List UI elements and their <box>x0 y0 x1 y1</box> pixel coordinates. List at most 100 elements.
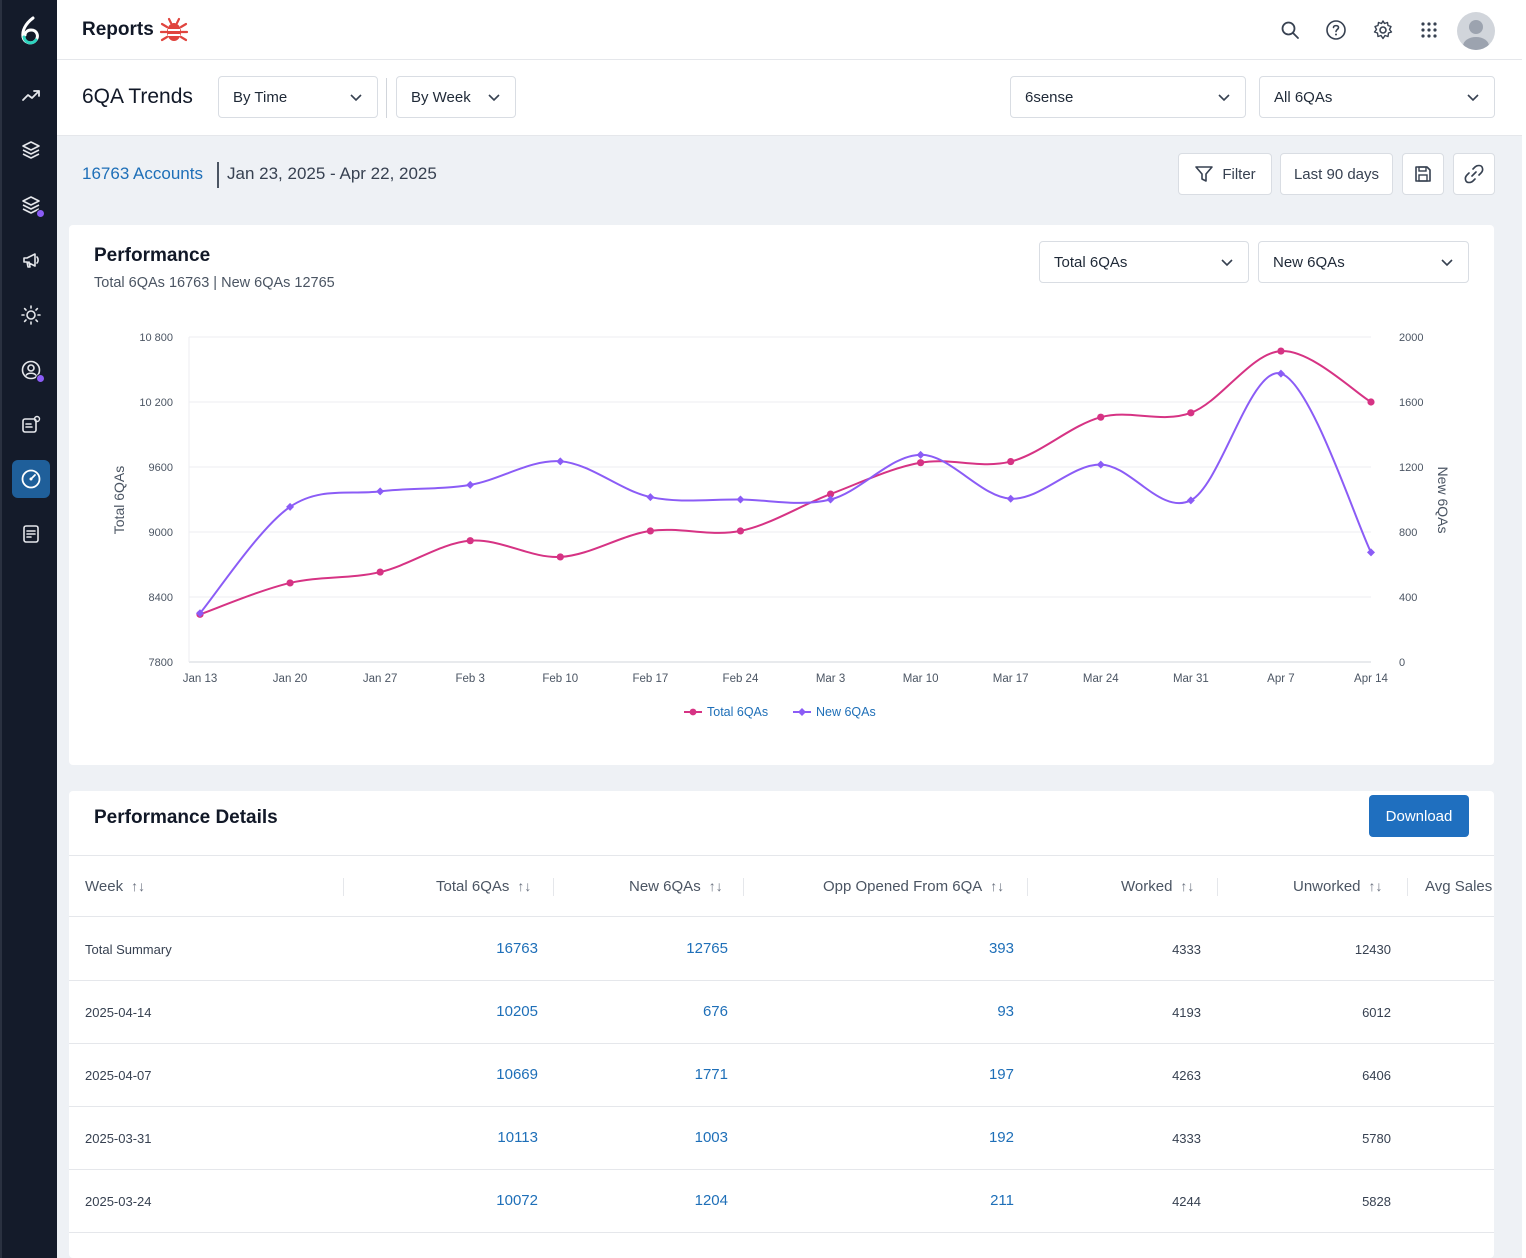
6sense-logo[interactable] <box>12 14 48 50</box>
account-select[interactable]: 6sense <box>1010 76 1246 118</box>
new-6qas-point <box>556 457 565 466</box>
new-6qas-point <box>646 493 655 502</box>
table-header: Week ↑↓ Total 6QAs ↑↓ New 6QAs ↑↓ Opp Opene… <box>69 855 1494 917</box>
cell-opp[interactable]: 393 <box>988 940 1014 957</box>
divider <box>1027 878 1028 896</box>
cell-new[interactable]: 1771 <box>694 1066 728 1083</box>
chevron-down-icon <box>1467 94 1479 102</box>
column-header-unworked[interactable]: Unworked ↑↓ <box>1293 878 1383 895</box>
performance-card: Performance Total 6QAs 16763 | New 6QAs … <box>69 225 1494 765</box>
total-6qas-point <box>826 490 835 498</box>
sort-icon[interactable]: ↑↓ <box>990 878 1005 894</box>
new-6qas-point <box>376 487 385 496</box>
sort-icon[interactable]: ↑↓ <box>708 878 723 894</box>
total-6qas-line <box>199 350 1372 616</box>
column-header-total[interactable]: Total 6QAs ↑↓ <box>436 878 531 895</box>
column-label: Total 6QAs <box>436 878 510 895</box>
cell-new[interactable]: 12765 <box>686 940 728 957</box>
column-label: Unworked <box>1293 878 1361 895</box>
sidebar-item-trends[interactable] <box>12 76 50 114</box>
column-header-opp[interactable]: Opp Opened From 6QA ↑↓ <box>823 878 1004 895</box>
cell-week: Total Summary <box>85 942 172 957</box>
sidebar-item-settings-doc[interactable] <box>12 406 50 444</box>
metric2-select[interactable]: New 6QAs <box>1258 241 1469 283</box>
total-6qas-point <box>1007 457 1015 466</box>
filter-icon <box>1195 166 1214 182</box>
x-tick-label: Mar 3 <box>816 673 845 685</box>
layers-icon <box>22 141 40 159</box>
filter-button[interactable]: Filter <box>1178 153 1272 195</box>
cell-total[interactable]: 10669 <box>496 1066 538 1083</box>
cell-total[interactable]: 10205 <box>496 1003 538 1020</box>
avatar[interactable] <box>1457 12 1495 50</box>
segment-select[interactable]: All 6QAs <box>1259 76 1495 118</box>
chevron-down-icon <box>1218 94 1230 102</box>
cell-opp[interactable]: 197 <box>988 1066 1014 1083</box>
sidebar-item-layers[interactable] <box>12 131 50 169</box>
apps-grid-icon[interactable] <box>1416 17 1442 43</box>
help-icon[interactable] <box>1323 17 1349 43</box>
sidebar <box>0 0 57 1258</box>
cell-worked: 4244 <box>1172 1194 1201 1209</box>
sidebar-item-notes[interactable] <box>12 515 50 553</box>
x-tick-label: Jan 20 <box>273 673 308 685</box>
period-select[interactable]: By Week <box>396 76 516 118</box>
new-6qas-point <box>1367 548 1375 557</box>
legend-label: New 6QAs <box>816 705 876 719</box>
column-header-avg-sales[interactable]: Avg Sales <box>1425 878 1492 895</box>
gear-icon[interactable] <box>1370 17 1396 43</box>
cell-total[interactable]: 16763 <box>496 940 538 957</box>
cell-opp[interactable]: 211 <box>990 1192 1014 1209</box>
date-range-button[interactable]: Last 90 days <box>1280 153 1393 195</box>
details-title: Performance Details <box>94 807 278 828</box>
sidebar-item-reports[interactable] <box>12 460 50 498</box>
performance-details-card: Performance Details Download Week ↑↓ Tota… <box>69 791 1494 1258</box>
new-6qas-point <box>916 450 925 459</box>
sidebar-item-campaigns[interactable] <box>12 241 50 279</box>
app-title: Reports <box>82 19 154 40</box>
metric1-select[interactable]: Total 6QAs <box>1039 241 1249 283</box>
cell-total[interactable]: 10113 <box>497 1129 538 1146</box>
save-button[interactable] <box>1402 153 1444 195</box>
download-button[interactable]: Download <box>1369 795 1469 837</box>
sort-icon[interactable]: ↑↓ <box>517 878 532 894</box>
cell-opp[interactable]: 192 <box>988 1129 1014 1146</box>
table-row: 2025-04-07 10669 1771 197 4263 6406 <box>69 1044 1494 1107</box>
bug-icon[interactable] <box>159 15 189 45</box>
search-icon[interactable] <box>1277 17 1303 43</box>
sidebar-item-layers-alt[interactable] <box>12 186 50 224</box>
cell-opp[interactable]: 93 <box>997 1003 1014 1020</box>
sidebar-item-accounts[interactable] <box>12 351 50 389</box>
cell-total[interactable]: 10072 <box>496 1192 538 1209</box>
trend-icon <box>22 90 40 101</box>
total-6qas-point <box>1097 413 1105 421</box>
cell-new[interactable]: 1204 <box>694 1192 728 1209</box>
performance-title: Performance <box>94 245 211 266</box>
sort-asc-icon[interactable]: ↑↓ <box>131 878 146 894</box>
cell-week: 2025-03-31 <box>85 1131 152 1146</box>
copy-link-button[interactable] <box>1453 153 1495 195</box>
new-6qas-point <box>286 502 295 511</box>
period-select-value: By Week <box>411 88 471 106</box>
view-select[interactable]: By Time <box>218 76 378 118</box>
cell-new[interactable]: 676 <box>702 1003 728 1020</box>
report-controls: 6QA Trends By Time By Week 6sense All 6Q… <box>57 60 1522 136</box>
lightbulb-icon <box>21 305 41 325</box>
account-select-value: 6sense <box>1025 88 1074 106</box>
y2-tick-label: 1600 <box>1399 397 1423 409</box>
accounts-count-link[interactable]: 16763 Accounts <box>82 164 203 183</box>
sort-icon[interactable]: ↑↓ <box>1180 878 1195 894</box>
sidebar-item-insights[interactable] <box>12 296 50 334</box>
divider <box>386 78 387 118</box>
cell-unworked: 5828 <box>1362 1194 1391 1209</box>
filter-button-label: Filter <box>1222 165 1256 183</box>
column-header-new[interactable]: New 6QAs ↑↓ <box>629 878 723 895</box>
new-6qas-line <box>199 372 1372 614</box>
column-header-week[interactable]: Week ↑↓ <box>85 878 145 895</box>
x-tick-label: Apr 7 <box>1267 673 1295 685</box>
cell-week: 2025-03-24 <box>85 1194 152 1209</box>
cell-new[interactable]: 1003 <box>694 1129 728 1146</box>
performance-subtitle: Total 6QAs 16763 | New 6QAs 12765 <box>94 275 335 291</box>
column-header-worked[interactable]: Worked ↑↓ <box>1121 878 1194 895</box>
sort-icon[interactable]: ↑↓ <box>1368 878 1383 894</box>
